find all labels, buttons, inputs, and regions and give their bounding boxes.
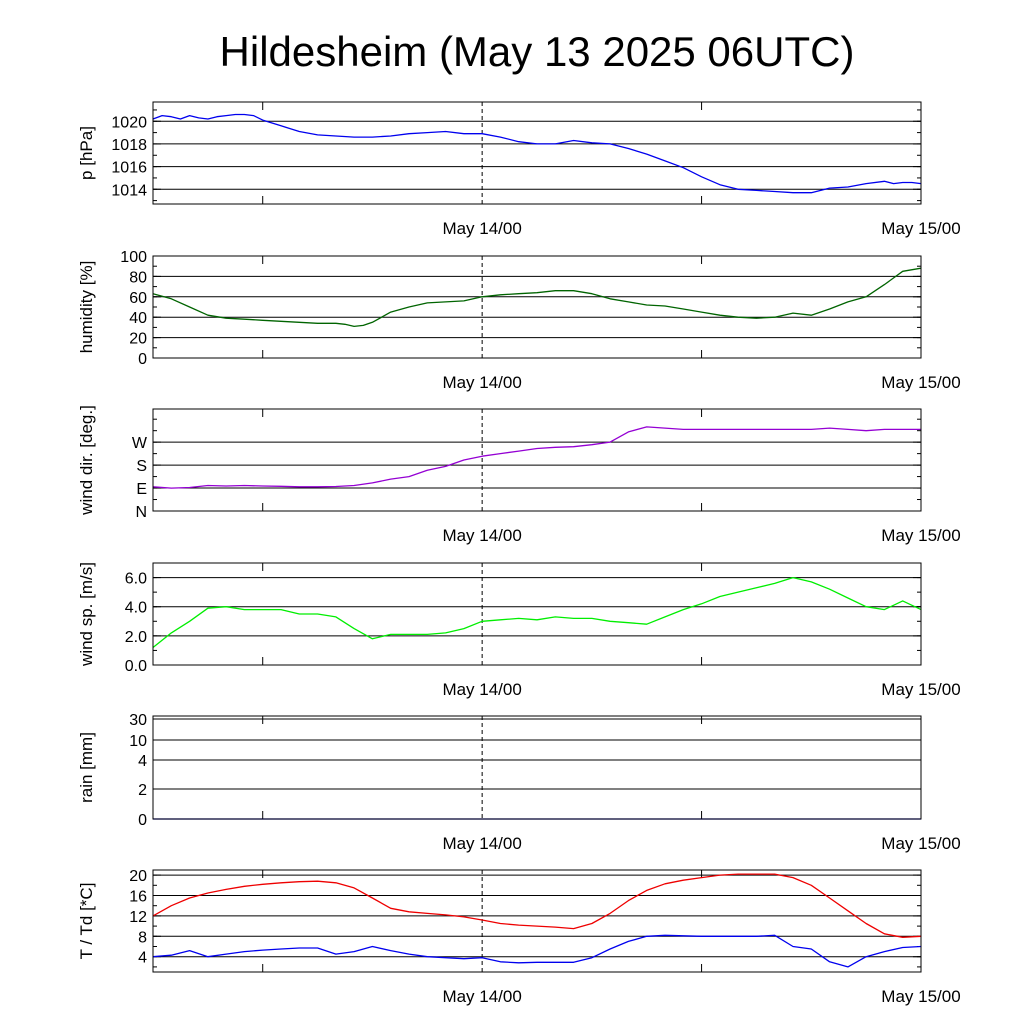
ytick-label: 40 [129, 310, 147, 327]
ytick-label: 0.0 [125, 658, 147, 675]
plot-frame [152, 101, 922, 205]
series-line-0 [152, 873, 922, 938]
ytick-label: 10 [129, 733, 147, 750]
xtick-label: May 15/00 [881, 680, 960, 699]
plot-frame [152, 562, 922, 666]
chart-title: Hildesheim (May 13 2025 06UTC) [220, 28, 855, 75]
ytick-label: 1020 [111, 114, 147, 131]
series-line-0 [152, 113, 922, 194]
ytick-label: 8 [138, 929, 147, 946]
ytick-label: N [135, 504, 147, 521]
ytick-label: 2.0 [125, 629, 147, 646]
ytick-label: 1014 [111, 182, 147, 199]
ytick-label: 1016 [111, 160, 147, 177]
xtick-label: May 15/00 [881, 834, 960, 853]
xtick-label: May 14/00 [442, 834, 521, 853]
xtick-label: May 15/00 [881, 987, 960, 1006]
ytick-label: 4.0 [125, 600, 147, 617]
ytick-label: 60 [129, 290, 147, 307]
panel-0: 1014 1016 1018 1020 May 14/00 May 15/00 p [hPa… [77, 101, 961, 238]
plot-frame [152, 869, 922, 973]
ytick-label: 0 [138, 351, 147, 368]
ytick-label: 20 [129, 331, 147, 348]
panel-1: 0 20 40 60 80 100 May 14/00 May 15/00 humidity [… [77, 249, 961, 392]
y-axis-label: humidity [%] [77, 261, 96, 354]
ytick-label: 2 [138, 782, 147, 799]
xtick-label: May 15/00 [881, 373, 960, 392]
ytick-label: 30 [129, 712, 147, 729]
ytick-label: 4 [138, 753, 147, 770]
panel-4: 0 2 4 10 30 May 14/00 May 15/00 rain [mm] [77, 712, 961, 853]
ytick-label: W [132, 435, 148, 452]
series-line-0 [152, 576, 922, 649]
ytick-label: 6.0 [125, 571, 147, 588]
xtick-label: May 15/00 [881, 219, 960, 238]
ytick-label: 12 [129, 909, 147, 926]
ytick-label: 0 [138, 812, 147, 829]
ytick-label: 4 [138, 950, 147, 967]
ytick-label: 1018 [111, 137, 147, 154]
series-line-0 [152, 267, 922, 328]
xtick-label: May 14/00 [442, 219, 521, 238]
xtick-label: May 14/00 [442, 987, 521, 1006]
plot-frame [152, 408, 922, 512]
xtick-label: May 14/00 [442, 680, 521, 699]
panel-3: 0.0 2.0 4.0 6.0 May 14/00 May 15/00 wind sp. [… [77, 562, 961, 699]
y-axis-label: rain [mm] [77, 732, 96, 803]
y-axis-label: T / Td [*C] [77, 883, 96, 960]
ytick-label: E [136, 481, 147, 498]
ytick-label: 20 [129, 868, 147, 885]
ytick-label: S [136, 458, 147, 475]
xtick-label: May 14/00 [442, 526, 521, 545]
plot-frame [152, 715, 922, 820]
series-line-1 [152, 934, 922, 968]
y-axis-label: p [hPa] [77, 126, 96, 180]
panel-5: 4 8 12 16 20 May 14/00 May 15/00 T / Td [*C] [77, 868, 961, 1006]
xtick-label: May 15/00 [881, 526, 960, 545]
y-axis-label: wind dir. [deg.] [77, 405, 96, 516]
ytick-label: 100 [120, 249, 147, 266]
series-line-0 [152, 426, 921, 489]
xtick-label: May 14/00 [442, 373, 521, 392]
plot-frame [152, 255, 922, 359]
ytick-label: 80 [129, 269, 147, 286]
y-axis-label: wind sp. [m/s] [77, 562, 96, 667]
ytick-label: 16 [129, 889, 147, 906]
